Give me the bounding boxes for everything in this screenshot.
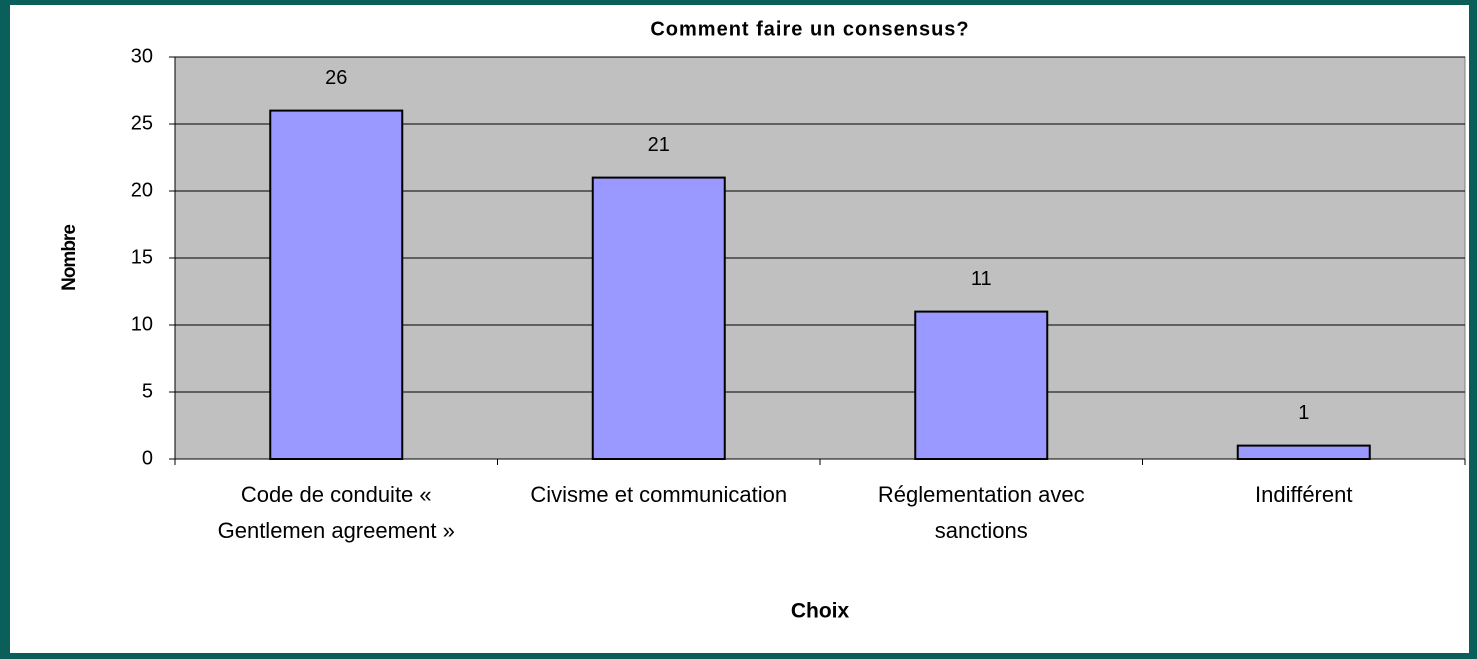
y-tick-label: 20 [131, 179, 153, 201]
x-tick-label: Code de conduite « Gentlemen agreement » [217, 482, 455, 543]
x-axis-title: Choix [791, 600, 850, 623]
chart-title: Comment faire un consensus? [650, 18, 969, 40]
x-tick-label: Civisme et communication [530, 482, 788, 507]
y-tick-label: 25 [131, 112, 153, 134]
y-tick-label: 30 [131, 45, 153, 67]
data-label: 26 [325, 67, 347, 89]
data-label: 11 [971, 268, 992, 290]
y-axis-title: Nombre [59, 225, 80, 291]
y-tick-label: 10 [131, 313, 153, 335]
data-label: 1 [1298, 402, 1309, 424]
bar [914, 310, 1049, 460]
bar [269, 109, 404, 460]
y-tick-label: 15 [131, 246, 153, 268]
y-tick-label: 0 [142, 447, 153, 469]
data-label: 21 [648, 134, 670, 156]
bar [1236, 444, 1371, 461]
bar [591, 176, 726, 460]
x-tick-label: Indifférent [1255, 482, 1353, 507]
x-tick-label: Réglementation avec sanctions [877, 482, 1085, 543]
y-tick-label: 5 [142, 380, 153, 402]
